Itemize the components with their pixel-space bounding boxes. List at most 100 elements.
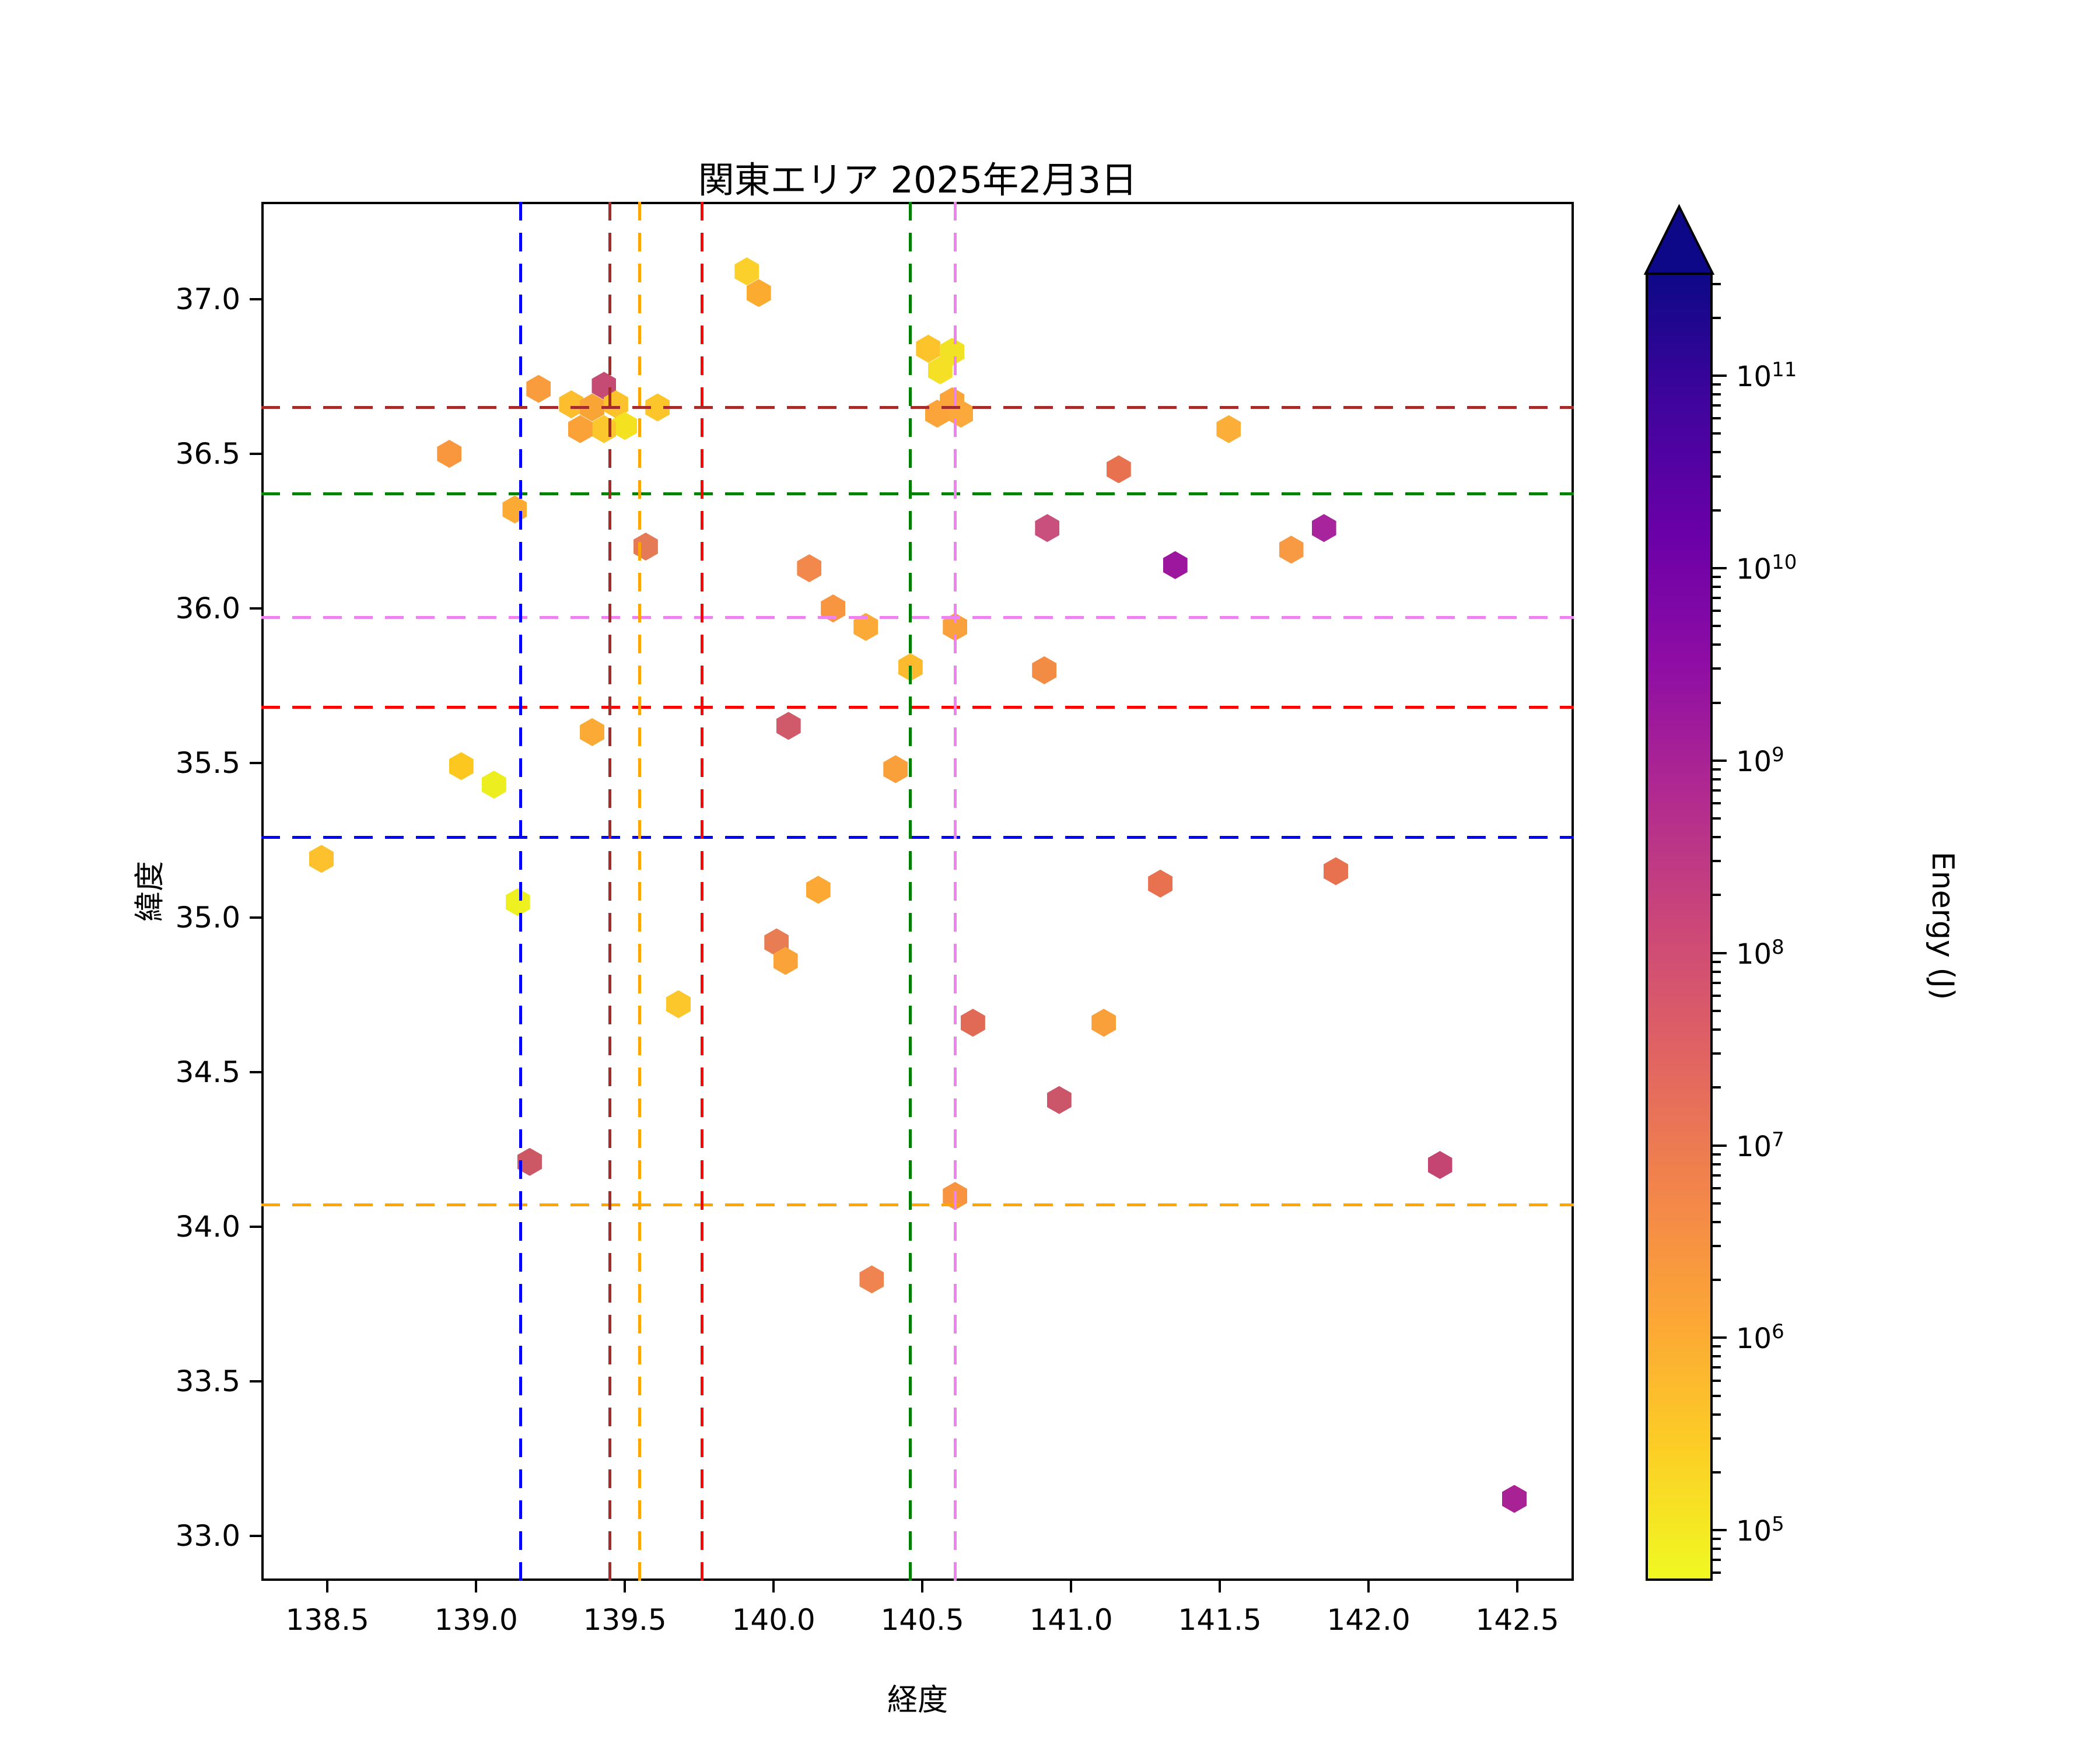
colorbar-minor-tick	[1713, 475, 1721, 478]
colorbar-minor-tick	[1713, 667, 1721, 670]
data-point-hexagon	[1427, 1151, 1452, 1180]
colorbar-minor-tick	[1713, 610, 1721, 612]
colorbar-minor-tick	[1713, 1366, 1721, 1369]
colorbar-label: Energy (J)	[1925, 851, 1960, 1000]
data-point-hexagon	[925, 400, 950, 428]
y-tick-mark	[250, 1380, 261, 1383]
y-tick-label: 33.0	[175, 1519, 240, 1553]
colorbar-minor-tick	[1713, 282, 1721, 285]
data-point-hexagon	[1502, 1485, 1527, 1513]
data-point-hexagon	[1163, 551, 1188, 579]
data-point-hexagon	[592, 415, 617, 443]
data-point-hexagon	[1148, 869, 1173, 898]
data-point-hexagon	[1324, 857, 1349, 886]
colorbar-minor-tick	[1713, 1153, 1721, 1156]
data-point-hexagon	[797, 554, 822, 583]
colorbar-major-tick	[1713, 759, 1727, 762]
data-point-hexagon	[949, 400, 974, 428]
x-tick-mark	[772, 1581, 775, 1592]
colorbar-minor-tick	[1713, 1437, 1721, 1440]
colorbar-minor-tick	[1713, 1538, 1721, 1541]
y-tick-mark	[250, 298, 261, 300]
y-tick-mark	[250, 916, 261, 919]
y-tick-label: 35.5	[175, 746, 240, 780]
data-point-hexagon	[916, 334, 941, 363]
chart-title: 関東エリア 2025年2月3日	[698, 159, 1138, 201]
x-tick-mark	[326, 1581, 329, 1592]
x-tick-mark	[921, 1581, 924, 1592]
colorbar-minor-tick	[1713, 1009, 1721, 1012]
y-tick-mark	[250, 607, 261, 610]
x-tick-label: 140.5	[880, 1603, 964, 1637]
colorbar	[1646, 271, 1713, 1581]
x-tick-mark	[475, 1581, 478, 1592]
colorbar-minor-tick	[1713, 1379, 1721, 1382]
plot-area	[261, 202, 1574, 1581]
colorbar-minor-tick	[1713, 509, 1721, 512]
data-point-hexagon	[806, 876, 831, 904]
y-tick-label: 33.5	[175, 1364, 240, 1399]
x-tick-mark	[1070, 1581, 1073, 1592]
y-axis-label: 緯度	[132, 860, 168, 922]
ref-line-vertical	[909, 202, 912, 1581]
ref-line-vertical	[953, 202, 957, 1581]
x-tick-label: 139.0	[434, 1603, 518, 1637]
colorbar-minor-tick	[1713, 597, 1721, 600]
x-tick-mark	[1516, 1581, 1519, 1592]
data-point-hexagon	[309, 845, 334, 873]
data-point-hexagon	[773, 947, 798, 975]
colorbar-minor-tick	[1713, 1345, 1721, 1348]
colorbar-minor-tick	[1713, 981, 1721, 984]
data-point-hexagon	[526, 374, 551, 403]
colorbar-minor-tick	[1713, 625, 1721, 628]
x-tick-label: 141.5	[1178, 1603, 1262, 1637]
data-point-hexagon	[559, 390, 584, 419]
colorbar-minor-tick	[1713, 894, 1721, 897]
colorbar-minor-tick	[1713, 1279, 1721, 1282]
colorbar-minor-tick	[1713, 1572, 1721, 1574]
colorbar-tick-label: 106	[1736, 1320, 1784, 1356]
x-tick-label: 142.5	[1475, 1603, 1559, 1637]
y-tick-mark	[250, 762, 261, 765]
colorbar-tick-label: 1011	[1736, 358, 1797, 394]
colorbar-minor-tick	[1713, 1220, 1721, 1223]
data-point-hexagon	[1035, 514, 1060, 542]
colorbar-major-tick	[1713, 566, 1727, 569]
colorbar-major-tick	[1713, 1144, 1727, 1147]
colorbar-minor-tick	[1713, 576, 1721, 579]
ref-line-horizontal	[261, 616, 1574, 620]
colorbar-minor-tick	[1713, 789, 1721, 792]
colorbar-minor-tick	[1713, 393, 1721, 396]
y-tick-mark	[250, 1071, 261, 1074]
colorbar-minor-tick	[1713, 383, 1721, 386]
data-point-hexagon	[437, 439, 462, 468]
colorbar-minor-tick	[1713, 778, 1721, 780]
x-tick-label: 142.0	[1326, 1603, 1410, 1637]
y-tick-mark	[250, 1226, 261, 1228]
y-tick-mark	[250, 1535, 261, 1538]
colorbar-minor-tick	[1713, 802, 1721, 804]
data-point-hexagon	[928, 356, 953, 384]
colorbar-minor-tick	[1713, 1202, 1721, 1205]
colorbar-tick-label: 108	[1736, 935, 1784, 971]
colorbar-minor-tick	[1713, 451, 1721, 454]
colorbar-tick-label: 107	[1736, 1128, 1784, 1163]
data-point-hexagon	[859, 1265, 884, 1294]
x-tick-mark	[624, 1581, 626, 1592]
y-tick-label: 36.5	[175, 436, 240, 471]
colorbar-minor-tick	[1713, 643, 1721, 646]
colorbar-minor-tick	[1713, 1245, 1721, 1247]
y-tick-label: 36.0	[175, 592, 240, 625]
data-point-hexagon	[1032, 656, 1057, 685]
ref-line-horizontal	[261, 405, 1574, 409]
x-tick-label: 141.0	[1029, 1603, 1113, 1637]
colorbar-minor-tick	[1713, 1548, 1721, 1550]
data-point-hexagon	[449, 752, 474, 780]
colorbar-tick-label: 1010	[1736, 550, 1797, 586]
data-point-hexagon	[580, 718, 605, 747]
data-point-hexagon	[960, 1009, 985, 1037]
colorbar-minor-tick	[1713, 1559, 1721, 1562]
colorbar-extend-arrow	[1643, 204, 1715, 275]
